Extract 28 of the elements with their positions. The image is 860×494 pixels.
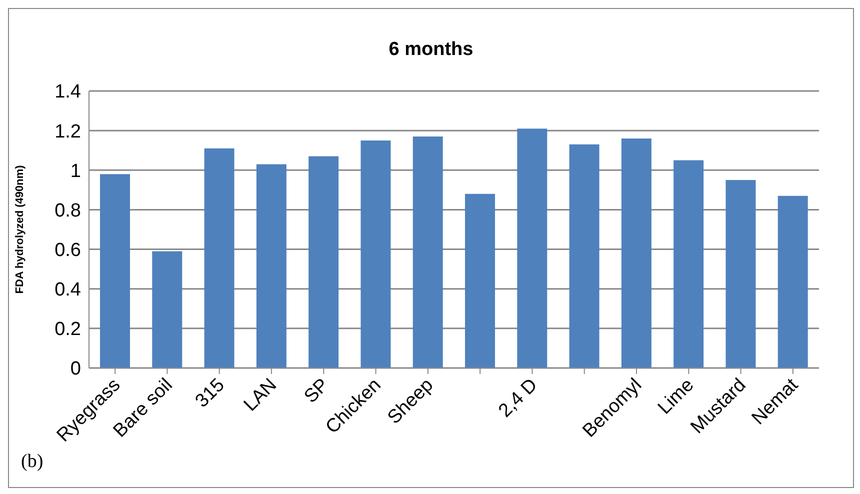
y-tick-label: 1 [70, 160, 81, 182]
y-tick-label: 1.2 [54, 121, 81, 142]
bar [256, 164, 286, 368]
bar [569, 144, 600, 368]
y-tick-label: 0.4 [54, 280, 82, 301]
y-tick-label: 0.2 [54, 319, 81, 340]
bar [360, 140, 391, 368]
bar [100, 174, 130, 368]
bar [517, 128, 548, 368]
bar [152, 251, 182, 368]
y-tick-label: 0 [70, 358, 81, 380]
bar [778, 196, 808, 368]
y-tick-label: 1.4 [54, 82, 82, 103]
bar [465, 194, 495, 368]
y-axis-title: FDA hydrolyzed (490nm) [14, 164, 26, 294]
bar [726, 180, 756, 368]
y-tick-label: 0.8 [54, 200, 81, 222]
x-tick-label: 2,4 D [494, 374, 542, 422]
chart-title: 6 months [388, 39, 474, 61]
bar [204, 148, 234, 368]
bar [412, 136, 443, 368]
text: (b) [21, 451, 44, 473]
x-tick-label: SP [300, 374, 334, 408]
bar [308, 156, 339, 368]
x-tick-label: 315 [192, 374, 229, 412]
bar [674, 160, 704, 368]
bar [621, 138, 652, 368]
y-tick-label: 0.6 [54, 240, 81, 262]
